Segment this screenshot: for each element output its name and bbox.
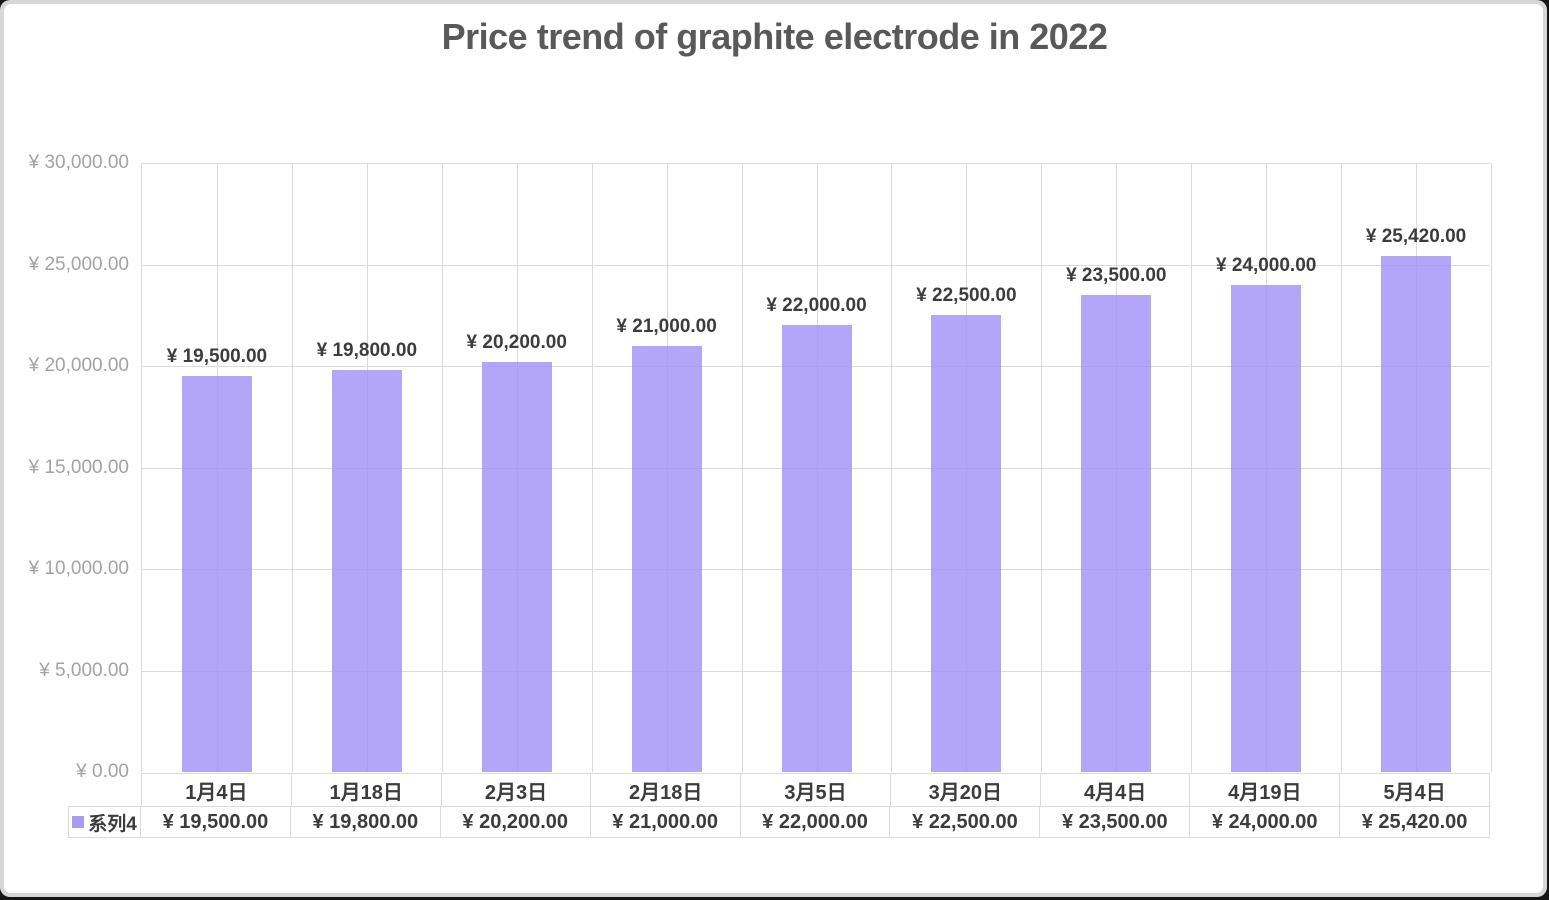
gridline-vertical [741, 163, 743, 772]
category-cell: 3月5日 [741, 774, 891, 806]
category-cell: 5月4日 [1340, 774, 1491, 806]
chart-stage: Price trend of graphite electrode in 202… [4, 4, 1543, 893]
category-cell: 1月4日 [142, 774, 292, 806]
series-name: 系列4 [88, 813, 137, 835]
category-cell: 3月20日 [891, 774, 1041, 806]
legend-cell[interactable]: 系列4 [69, 807, 141, 837]
gridline-vertical [291, 163, 293, 772]
category-cell: 2月18日 [591, 774, 742, 806]
data-table-value-row: 系列4 ¥ 19,500.00 ¥ 19,800.00 ¥ 20,200.00 ¥ 2… [68, 806, 1490, 838]
bar-value-label: ¥ 22,500.00 [916, 285, 1017, 307]
gridline-vertical [1491, 163, 1492, 772]
chart-window: Price trend of graphite electrode in 202… [4, 4, 1543, 893]
category-cell: 1月18日 [292, 774, 442, 806]
gridline-vertical [891, 163, 893, 772]
gridline-vertical [1341, 163, 1343, 772]
y-tick-label: ¥ 0.00 [76, 761, 129, 782]
bar[interactable] [181, 376, 252, 772]
table-value-cell: ¥ 21,000.00 [591, 807, 741, 837]
bar[interactable] [481, 361, 552, 772]
category-cell: 4月19日 [1190, 774, 1341, 806]
bar-value-label: ¥ 23,500.00 [1066, 264, 1167, 286]
bar-value-label: ¥ 19,500.00 [166, 346, 268, 368]
y-tick-label: ¥ 10,000.00 [28, 558, 129, 579]
plot-area: ¥ 19,500.00 ¥ 19,800.00 ¥ 20,200.00 ¥ 21,00… [141, 163, 1492, 772]
bar-value-label: ¥ 20,200.00 [466, 331, 567, 353]
gridline-vertical [591, 163, 593, 772]
bar-value-label: ¥ 25,420.00 [1365, 225, 1467, 247]
bar[interactable] [1081, 294, 1152, 772]
bar-value-label: ¥ 22,000.00 [766, 295, 867, 317]
bar[interactable] [1231, 284, 1302, 772]
series-swatch-icon [72, 816, 85, 828]
table-value-cell: ¥ 23,500.00 [1040, 807, 1191, 837]
gridline-horizontal [142, 163, 1490, 164]
y-tick-label: ¥ 5,000.00 [39, 659, 129, 681]
bar-value-label: ¥ 21,000.00 [616, 315, 717, 337]
bar[interactable] [331, 370, 402, 772]
category-cell: 4月4日 [1041, 774, 1191, 806]
table-value-cell: ¥ 19,500.00 [141, 807, 291, 837]
chart-title: Price trend of graphite electrode in 202… [441, 16, 1108, 57]
bar-value-label: ¥ 19,800.00 [316, 340, 418, 362]
table-value-cell: ¥ 25,420.00 [1361, 810, 1468, 833]
table-value-cell: ¥ 20,200.00 [441, 807, 591, 837]
bar[interactable] [931, 315, 1002, 772]
table-value-cell: ¥ 24,000.00 [1190, 807, 1341, 837]
gridline-vertical [1191, 163, 1193, 772]
x-axis-category-row: 1月4日 1月18日 2月3日 2月18日 3月5日 3月20日 4月4日 4月19日 5月4日 [141, 773, 1491, 806]
y-tick-label: ¥ 30,000.00 [28, 152, 129, 173]
y-tick-label: ¥ 20,000.00 [28, 355, 129, 376]
gridline-vertical [1041, 163, 1043, 772]
table-value-cell: ¥ 19,800.00 [291, 807, 441, 837]
gridline-horizontal [142, 264, 1490, 266]
category-cell: 2月3日 [442, 774, 592, 806]
table-value-cell: ¥ 22,500.00 [890, 807, 1041, 837]
bar[interactable] [1381, 255, 1452, 772]
table-value-cell: ¥ 22,000.00 [741, 807, 891, 837]
bar[interactable] [631, 345, 702, 772]
y-tick-label: ¥ 15,000.00 [28, 456, 129, 478]
y-tick-label: ¥ 25,000.00 [28, 253, 129, 275]
bar-value-label: ¥ 24,000.00 [1215, 254, 1317, 276]
bar[interactable] [781, 325, 852, 772]
gridline-vertical [441, 163, 443, 772]
